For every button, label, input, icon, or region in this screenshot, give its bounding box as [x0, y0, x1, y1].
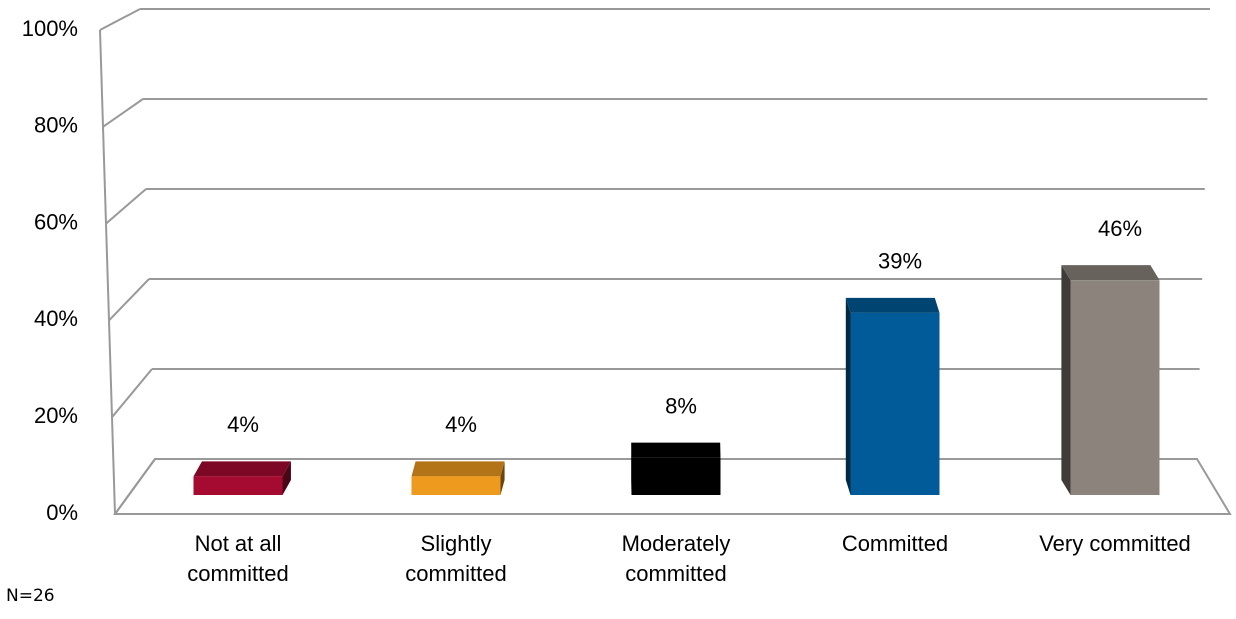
x-tick-label: Very committed [1039, 531, 1191, 556]
y-tick-label: 0% [46, 500, 78, 525]
grid-side [109, 279, 149, 320]
bar-top [194, 461, 291, 476]
bar-top [412, 461, 505, 476]
grid-side [115, 459, 155, 514]
y-tick-label: 60% [34, 209, 78, 234]
bar-top [846, 298, 940, 313]
grid-side [100, 9, 140, 30]
value-label: 4% [445, 412, 477, 437]
bar-top [631, 443, 720, 458]
bar-top [1061, 265, 1159, 280]
footnote: N=26 [6, 586, 55, 606]
grid-side [106, 189, 146, 224]
bar [632, 458, 721, 495]
value-label: 8% [665, 393, 697, 418]
bar [412, 476, 501, 495]
grid-side [103, 99, 143, 127]
value-label: 46% [1098, 216, 1142, 241]
bar [851, 313, 940, 495]
x-tick-label: Committed [842, 531, 948, 556]
bar [1071, 280, 1160, 495]
bar-side [1061, 265, 1070, 495]
grid-side [112, 369, 152, 417]
y-tick-label: 20% [34, 403, 78, 428]
value-label: 4% [227, 412, 259, 437]
y-tick-label: 80% [34, 113, 78, 138]
bar [194, 476, 283, 495]
value-label: 39% [878, 249, 922, 274]
y-axis [100, 30, 115, 514]
y-tick-label: 100% [22, 16, 78, 41]
y-tick-label: 40% [34, 306, 78, 331]
bar-side [846, 298, 851, 495]
